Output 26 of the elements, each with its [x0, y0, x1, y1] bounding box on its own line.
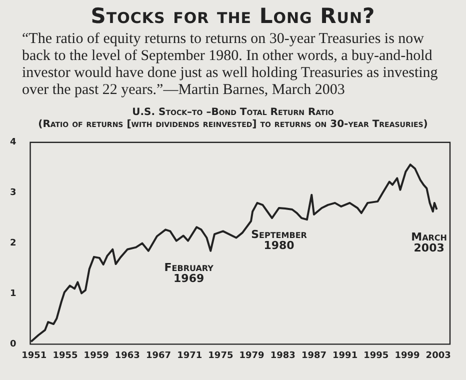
x-tick-label: 1963: [114, 350, 140, 361]
y-tick-label: 1: [10, 289, 16, 300]
y-tick-label: 2: [10, 238, 16, 249]
annotation: February 1969: [164, 260, 214, 285]
x-tick-label: 1967: [146, 350, 172, 361]
annotation: March 2003: [411, 230, 448, 255]
x-tick-label: 1979: [239, 350, 264, 361]
x-tick-label: 1959: [84, 350, 109, 361]
x-tick-label: 1991: [332, 350, 358, 361]
x-tick-label: 1971: [177, 350, 202, 361]
text: U.S. Stock–to –Bond Total Return Ratio: [131, 107, 335, 119]
annotation: September 1980: [251, 228, 307, 252]
x-tick-label: 1987: [301, 350, 327, 361]
x-tick-label: 2003: [426, 350, 451, 361]
y-tick-label: 4: [10, 138, 16, 148]
text: (Ratio of returns [with dividends reinvested] to returns on 30-year Treasuries): [37, 119, 429, 131]
x-tick-label: 1983: [270, 350, 296, 361]
x-tick-label: 1995: [364, 350, 389, 361]
x-tick-label: 1955: [52, 350, 78, 361]
y-tick-label: 0: [10, 340, 16, 350]
chart-subtitle: “The ratio of equity returns to returns on 30-year Treasuries is now back to the level of September 1980. In other words, a buy-and-hold investor would have done just as well holding Treasuries as investing over the past 22 years.”—Martin Barnes, March 2003: [22, 31, 439, 99]
x-tick-label: 1951: [22, 350, 47, 361]
chart-title: Stocks for the Long Run?: [90, 4, 376, 28]
x-tick-label: 1975: [208, 350, 234, 361]
x-tick-label: 1999: [394, 350, 420, 361]
y-tick-label: 3: [10, 188, 16, 198]
